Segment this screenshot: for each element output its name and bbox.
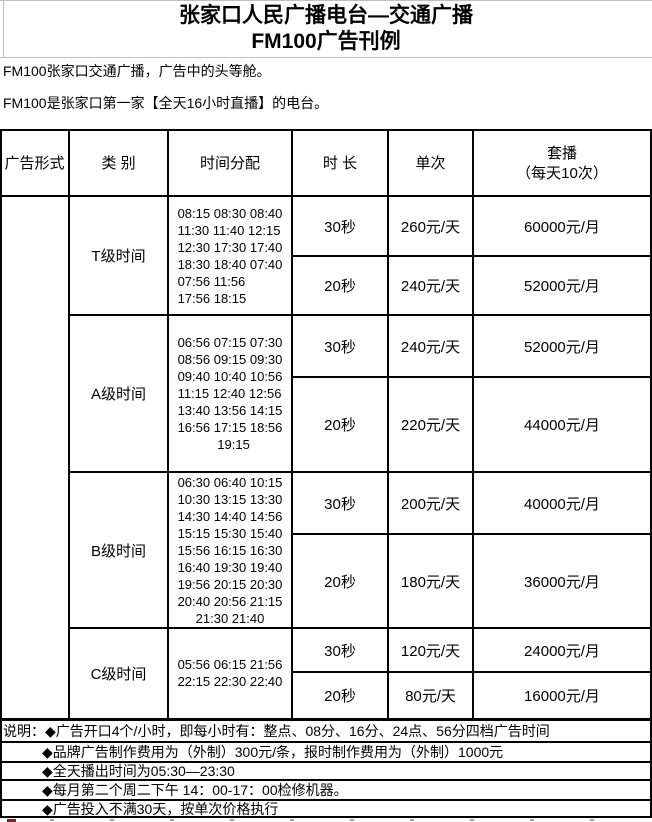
grid-stub [530,819,534,821]
grid-stub [50,819,54,821]
package-a-20: 44000元/月 [524,417,600,434]
intro-line-2: FM100是张家口第一家【全天16小时直播】的电台。 [3,95,329,111]
grid-stub [170,819,174,821]
single-t-30: 260元/天 [400,218,461,236]
header-package-line1: 套播 [546,144,577,162]
ad-format-body-cell [0,196,69,718]
title-block: 张家口人民广播电台—交通广播 FM100广告刊例 [0,0,652,57]
intro-line-1: FM100张家口交通广播，广告中的头等舱。 [3,63,271,79]
col-line-3 [291,131,293,718]
header-ad-format: 广告形式 [4,154,65,172]
block-line-b-c [68,627,652,629]
header-category: 类 别 [101,154,136,172]
note-item-4: ◆每月第二个周二下午 14：00-17：00检修机器。 [42,782,348,798]
col-line-2 [167,131,169,718]
sub-line-t [291,255,652,257]
col-line-1 [68,131,70,718]
package-t-30: 60000元/月 [524,218,600,236]
cutoff-content-mark [7,819,16,822]
notes-label: 说明： [3,723,45,739]
page-subtitle: FM100广告刊例 [251,29,401,53]
page-title: 张家口人民广播电台—交通广播 [179,3,473,27]
block-line-a-b [68,471,652,473]
duration-c-20: 20秒 [324,687,356,705]
package-a-30: 52000元/月 [524,338,600,356]
header-duration: 时 长 [322,154,358,172]
sub-line-b [291,533,652,535]
duration-t-20: 20秒 [324,278,356,295]
grid-stub [410,819,414,821]
left-gray-stub [3,0,4,57]
top-gray-line [0,0,652,1]
package-c-20: 16000元/月 [524,687,600,705]
title-divider-line [0,57,652,58]
note-row-5: ◆广告投入不满30天，按单次价格执行 [0,801,652,818]
table-bottom-border [0,718,652,721]
header-single: 单次 [415,154,446,172]
category-b: B级时间 [90,542,146,560]
package-b-30: 40000元/月 [524,495,600,513]
times-t: 08:15 08:30 08:40 11:30 11:40 12:15 12:3… [177,205,283,306]
duration-a-20: 20秒 [324,417,356,434]
grid-stub [110,819,114,821]
duration-a-30: 30秒 [324,338,356,356]
note-row-1: 说明： ◆广告开口4个/小时，即每小时有：整点、08分、16分、24点、56分四… [0,721,652,743]
single-b-20: 180元/天 [400,573,461,591]
note-row-3: ◆全天播出时间为05:30—23:30 [0,763,652,781]
table-top-border [0,129,652,131]
single-c-30: 120元/天 [400,642,461,660]
sub-line-c [291,671,652,673]
single-c-20: 80元/天 [405,687,456,705]
note-item-2: ◆品牌广告制作费用为（外制）300元/条，报时制作费用为（外制）1000元 [42,744,504,760]
note-item-1: ◆广告开口4个/小时，即每小时有：整点、08分、16分、24点、56分四档广告时… [45,723,550,739]
package-t-20: 52000元/月 [524,278,600,295]
outer-right-border [650,129,652,818]
outer-left-border [0,129,2,818]
note-row-4: ◆每月第二个周二下午 14：00-17：00检修机器。 [0,781,652,801]
duration-c-30: 30秒 [324,642,356,660]
single-a-20: 220元/天 [400,417,461,434]
header-package: 套播 （每天10次） [473,131,651,196]
category-c: C级时间 [90,665,147,683]
note-row-2: ◆品牌广告制作费用为（外制）300元/条，报时制作费用为（外制）1000元 [0,743,652,763]
col-line-5 [472,131,474,718]
times-a: 06:56 07:15 07:30 08:56 09:15 09:30 09:4… [177,335,283,452]
grid-stub [590,819,594,821]
single-t-20: 240元/天 [400,278,461,295]
header-time-allocation: 时间分配 [199,154,260,172]
times-c: 05:56 06:15 21:56 22:15 22:30 22:40 [177,657,283,689]
grid-stub [230,819,234,821]
block-line-t-a [68,314,652,316]
grid-stub [350,819,354,821]
grid-stub [290,819,294,821]
category-t: T级时间 [91,248,146,265]
header-package-line2: （每天10次） [516,164,608,182]
single-a-30: 240元/天 [400,338,461,356]
sub-line-a [291,376,652,378]
col-line-4 [387,131,389,718]
grid-stub [470,819,474,821]
duration-b-30: 30秒 [324,495,356,513]
single-b-30: 200元/天 [400,495,461,513]
package-c-30: 24000元/月 [524,642,600,660]
package-b-20: 36000元/月 [524,573,600,591]
duration-b-20: 20秒 [324,573,356,591]
times-b: 06:30 06:40 10:15 10:30 13:15 13:30 14:3… [177,474,283,626]
note-item-3: ◆全天播出时间为05:30—23:30 [42,763,235,779]
duration-t-30: 30秒 [324,218,356,236]
header-bottom-line [0,195,652,197]
category-a: A级时间 [90,386,146,403]
note-item-5: ◆广告投入不满30天，按单次价格执行 [42,801,279,817]
